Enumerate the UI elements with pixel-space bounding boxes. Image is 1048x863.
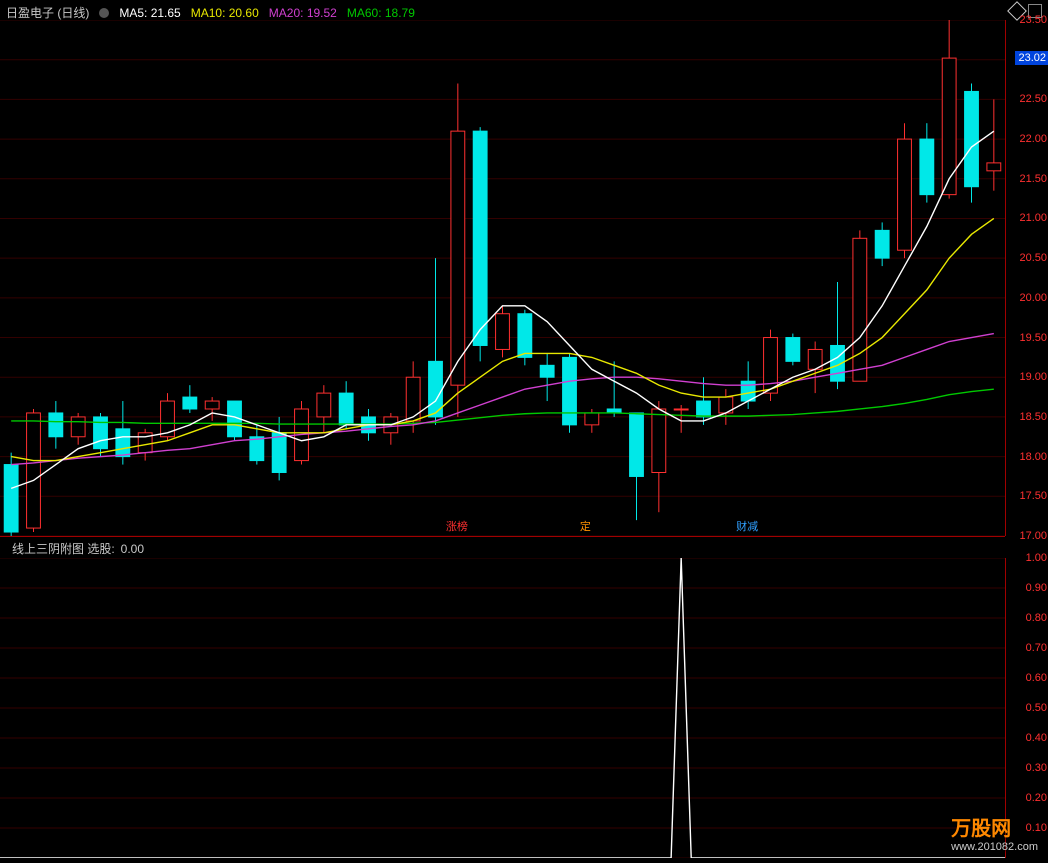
watermark-url: www.201082.com xyxy=(951,841,1038,853)
chart-root: 日盈电子 (日线) MA5: 21.65 MA10: 20.60 MA20: 1… xyxy=(0,0,1048,863)
indicator-chart[interactable] xyxy=(0,558,1005,858)
price-tick: 17.50 xyxy=(1007,490,1047,502)
indicator-header: 线上三阴附图 选股: 0.00 xyxy=(6,540,144,557)
price-tick: 23.50 xyxy=(1007,14,1047,26)
indicator-tick: 0.40 xyxy=(1007,732,1047,744)
ma5-label: MA5: 21.65 xyxy=(119,6,180,20)
x-axis-event-label: 涨榜 xyxy=(446,518,468,534)
price-tick: 21.00 xyxy=(1007,212,1047,224)
indicator-tick: 1.00 xyxy=(1007,552,1047,564)
price-tick: 19.50 xyxy=(1007,332,1047,344)
chart-header: 日盈电子 (日线) MA5: 21.65 MA10: 20.60 MA20: 1… xyxy=(6,4,415,21)
price-tick: 21.50 xyxy=(1007,173,1047,185)
price-tick: 18.00 xyxy=(1007,451,1047,463)
indicator-value: 0.00 xyxy=(121,542,144,556)
candlestick-svg: 23.7816.88 xyxy=(0,20,1005,536)
ma60-label: MA60: 18.79 xyxy=(347,6,415,20)
price-tick: 19.00 xyxy=(1007,371,1047,383)
indicator-tick: 0.30 xyxy=(1007,762,1047,774)
price-tick: 18.50 xyxy=(1007,411,1047,423)
indicator-tick: 0.80 xyxy=(1007,612,1047,624)
indicator-svg xyxy=(0,558,1005,858)
watermark-brand: 万股网 xyxy=(951,818,1011,840)
price-tick: 17.00 xyxy=(1007,530,1047,542)
x-axis-event-label: 财减 xyxy=(736,518,758,534)
current-price-marker: 23.02 xyxy=(1015,51,1048,65)
indicator-tick: 0.50 xyxy=(1007,702,1047,714)
price-tick: 20.50 xyxy=(1007,252,1047,264)
indicator-tick: 0.90 xyxy=(1007,582,1047,594)
price-axis: 17.0017.5018.0018.5019.0019.5020.0020.50… xyxy=(1005,20,1048,536)
x-axis-event-label: 定 xyxy=(580,518,591,534)
price-tick: 20.00 xyxy=(1007,292,1047,304)
watermark-logo: 万股网 www.201082.com xyxy=(951,812,1038,853)
indicator-tick: 0.70 xyxy=(1007,642,1047,654)
candlestick-chart[interactable]: 23.7816.88 涨榜 定 财减 xyxy=(0,20,1005,537)
price-tick: 22.00 xyxy=(1007,133,1047,145)
indicator-title: 线上三阴附图 选股: xyxy=(12,540,115,557)
status-dot-icon xyxy=(99,8,109,18)
indicator-tick: 0.60 xyxy=(1007,672,1047,684)
indicator-tick: 0.20 xyxy=(1007,792,1047,804)
price-tick: 22.50 xyxy=(1007,93,1047,105)
stock-title: 日盈电子 (日线) xyxy=(6,4,89,21)
ma20-label: MA20: 19.52 xyxy=(269,6,337,20)
ma10-label: MA10: 20.60 xyxy=(191,6,259,20)
